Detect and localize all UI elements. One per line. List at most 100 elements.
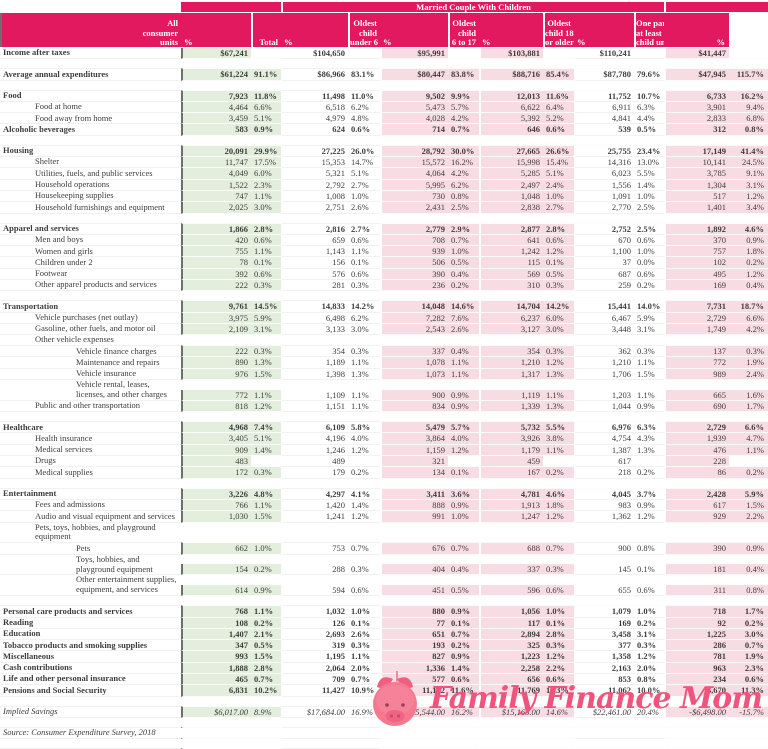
value-cell-o18: $22,461.00 (574, 706, 634, 718)
value-cell-op: 665 (664, 389, 729, 401)
value-cell-t: 3,133 (281, 323, 348, 336)
pct-cell-o18: 0.9% (634, 400, 664, 413)
value-cell-o18 (574, 222, 634, 224)
value-cell-u6 (380, 222, 448, 224)
value-cell-o18: 1,210 (574, 357, 634, 369)
value-cell-op: 772 (664, 357, 729, 369)
pct-cell-u6 (448, 542, 479, 544)
pct-cell-u6: 0.1% (448, 617, 479, 629)
pct-cell-u6: 0.7% (448, 234, 479, 247)
pct-cell-op: 2.2% (729, 511, 768, 523)
table-row: Public and other transportation 818 1.2% 1,… (0, 400, 768, 413)
column-header-line: Oldest (353, 18, 377, 29)
pct-cell-c17: 1.2% (543, 651, 574, 663)
table-row: Pets, toys, hobbies, and playground equi… (0, 523, 768, 544)
column-header-line: child (359, 27, 377, 38)
pct-cell-u6: 0.2% (448, 280, 479, 292)
value-cell-g: 1,866 (181, 223, 251, 235)
table-row: Vehicle insurance 976 1.5% 1,398 1.3% 1,073 1.… (0, 368, 768, 381)
value-cell-op: 17,149 (664, 145, 729, 158)
pct-cell-o18 (634, 737, 664, 739)
pct-cell-t: 0.3% (348, 346, 380, 358)
value-cell-t: 1,143 (281, 246, 348, 258)
pct-cell-c17: 11.3% (543, 685, 574, 697)
value-cell-o18: 900 (574, 543, 634, 555)
table-row: Utilities, fuels, and public services 4,0… (0, 168, 768, 180)
value-cell-t: 126 (281, 617, 348, 629)
value-cell-op: $47,945 (664, 69, 729, 81)
value-cell-g: 3,975 (181, 312, 251, 324)
value-cell-o18: 218 (574, 467, 634, 479)
spacer-row (0, 81, 768, 91)
pct-cell-u6: 4.2% (448, 168, 479, 180)
pct-cell-t: 0.1% (348, 617, 380, 629)
value-cell-g (181, 605, 251, 607)
value-cell-u6 (380, 89, 448, 91)
pct-cell-g (251, 466, 281, 468)
pct-cell-c17: 6.4% (543, 101, 574, 114)
group-header-spacer (0, 2, 181, 12)
row-label: Transportation (0, 302, 181, 313)
pct-cell-g: 1.3% (251, 357, 281, 369)
row-label (0, 421, 181, 423)
value-cell-g: 1,888 (181, 662, 251, 675)
pct-cell-op: 1.9% (729, 651, 768, 663)
column-header-line: One parent, (636, 18, 664, 29)
value-cell-u6 (380, 487, 448, 489)
pct-cell-op: 9.4% (729, 101, 768, 114)
pct-cell-op: 1.7% (729, 606, 768, 618)
value-cell-g: 1,030 (181, 511, 251, 523)
group-header-all-consumer (181, 2, 281, 12)
pct-cell-t: 0.3% (348, 640, 380, 652)
value-cell-c17 (479, 726, 543, 728)
value-cell-op: 1,892 (664, 223, 729, 235)
value-cell-op: $41,447 (664, 48, 729, 60)
value-cell-g: 662 (181, 543, 251, 555)
value-cell-op: 6,733 (664, 90, 729, 102)
value-cell-op: 2,428 (664, 488, 729, 500)
value-cell-t: 1,008 (281, 190, 348, 203)
value-cell-g (181, 542, 251, 544)
value-cell-u6: 708 (380, 234, 448, 247)
pct-cell-t: 0.7% (348, 674, 380, 686)
pct-cell-u6: 0.7% (448, 628, 479, 641)
value-cell-o18: 1,706 (574, 368, 634, 381)
value-cell-g: 222 (181, 280, 251, 292)
value-cell-g: 347 (181, 640, 251, 652)
pct-cell-t: 4.1% (348, 488, 380, 500)
pct-cell-op (729, 68, 768, 70)
value-cell-g: 420 (181, 234, 251, 247)
value-cell-g: 818 (181, 400, 251, 413)
value-cell-op: 390 (664, 543, 729, 555)
pct-cell-o18: 1.3% (634, 444, 664, 457)
row-label: Reading (0, 618, 181, 629)
value-cell-g: 766 (181, 499, 251, 512)
pct-symbol: % (284, 36, 293, 47)
value-cell-o18: 6,023 (574, 168, 634, 180)
value-cell-g (181, 345, 251, 347)
pct-cell-o18: 0.6% (634, 584, 664, 597)
value-cell-c17: 569 (479, 268, 543, 281)
pct-cell-o18: 0.0% (634, 257, 664, 269)
pct-symbol: % (482, 36, 491, 47)
pct-cell-t: 2.7% (348, 179, 380, 191)
pct-cell-op: 11.3% (729, 685, 768, 697)
row-label: Tobacco products and smoking supplies (0, 641, 181, 652)
pct-cell-o18 (634, 89, 664, 91)
pct-cell-g (251, 605, 281, 607)
table-row: Fees and admissions 766 1.1% 1,420 1.4% 888 0.… (0, 499, 768, 512)
table-row: Audio and visual equipment and services 1… (0, 511, 768, 523)
value-cell-t (281, 726, 348, 728)
pct-cell-c17: 0.6% (543, 124, 574, 136)
row-label: Source: Consumer Expenditure Survey, 201… (0, 728, 181, 739)
value-cell-u6 (380, 542, 448, 544)
pct-cell-op: 6.8% (729, 113, 768, 125)
pct-symbol: % (383, 36, 392, 47)
pct-cell-o18 (634, 705, 664, 707)
pct-cell-o18: 0.3% (634, 346, 664, 358)
value-cell-o18: 1,387 (574, 444, 634, 457)
value-cell-op (664, 487, 729, 489)
pct-cell-c17: 1.0% (543, 606, 574, 618)
pct-cell-op (729, 345, 768, 347)
value-cell-g: 108 (181, 617, 251, 629)
